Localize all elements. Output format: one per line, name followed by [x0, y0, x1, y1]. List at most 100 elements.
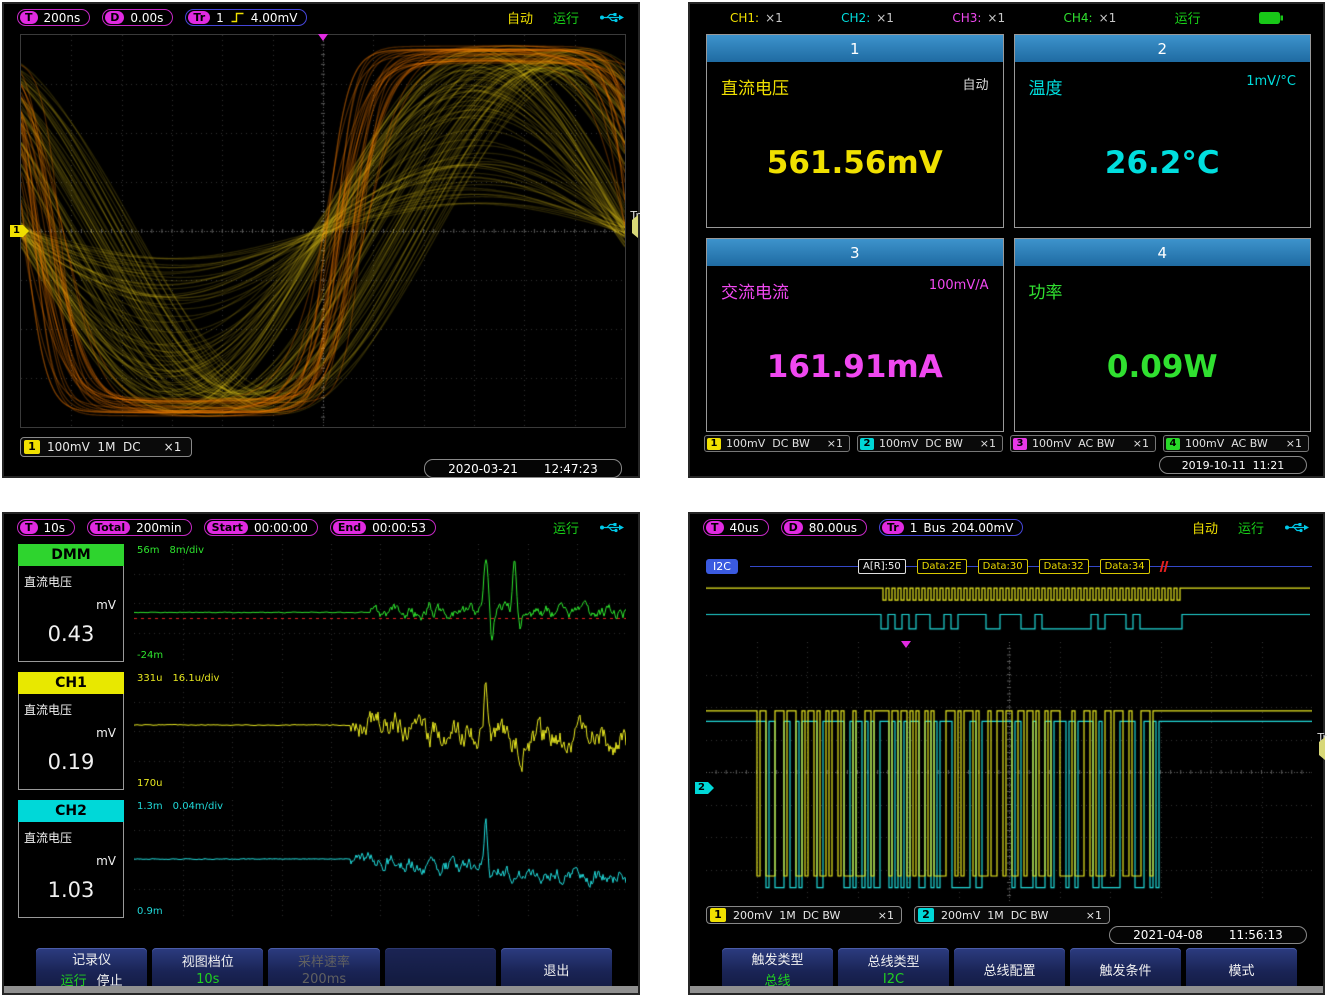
strip-ch1-scale-top: 331u16.1u/div [137, 673, 219, 684]
total-time-pill[interactable]: Total 200min [87, 519, 192, 536]
meter-datetime: 2019-10-11 11:21 [1159, 456, 1307, 474]
delay-value: 80.00us [809, 521, 857, 535]
ch4-number: 4 [1166, 438, 1180, 450]
ch2-probe: ×1 [1086, 909, 1102, 922]
trigger-level-marker[interactable]: Tr [630, 210, 640, 232]
source-ch1-body: 直流电压 mV 0.19 [18, 694, 124, 790]
ch1-badge[interactable]: 1 100mV 1M DC ×1 [20, 437, 192, 457]
ch1-level-marker[interactable]: 1 [10, 225, 29, 237]
bus-protocol-badge: I2C [706, 559, 738, 574]
start-value: 00:00:00 [254, 521, 308, 535]
timebase-badge: T [706, 521, 724, 534]
menu-trigger-condition-button[interactable]: 触发条件 [1070, 948, 1181, 990]
acquire-mode-status: 自动 [507, 8, 533, 27]
trigger-pill[interactable]: Tr 1 Bus 204.00mV [879, 519, 1023, 536]
total-badge: Total [90, 521, 130, 534]
bus-datetime: 2021-04-08 11:56:13 [1109, 926, 1307, 944]
ch1-level-arrow [23, 225, 29, 237]
source-dmm-header: DMM [18, 544, 124, 566]
acquire-mode-status: 自动 [1192, 518, 1218, 537]
delay-badge: D [784, 521, 803, 534]
timebase-pill[interactable]: T 10s [17, 519, 75, 536]
card-2-mode: 1mV/°C [1246, 74, 1296, 89]
start-badge: Start [207, 521, 248, 534]
timebase-pill[interactable]: T 200ns [17, 9, 90, 26]
panel-bus-decode: T 40us D 80.00us Tr 1 Bus 204.00mV 自动 运行… [688, 512, 1325, 995]
bus-display: 2 Tr [706, 642, 1312, 902]
ch2-badge[interactable]: 2 100mV DC BW ×1 [857, 435, 1003, 452]
ch2-level-marker[interactable]: 2 [695, 782, 714, 794]
source-ch1[interactable]: CH1 直流电压 mV 0.19 [18, 672, 124, 790]
battery-icon [1259, 12, 1283, 24]
ch1-number: 1 [710, 908, 726, 922]
ch4-badge[interactable]: 4 100mV AC BW ×1 [1163, 435, 1309, 452]
menu-exit-title: 退出 [543, 960, 569, 979]
meter-channel-row: 1 100mV DC BW ×1 2 100mV DC BW ×1 3 100m… [704, 435, 1309, 452]
card-2-value: 26.2°C [1015, 145, 1311, 181]
screenshot-board: T 200ns D 0.00s Tr 1 4.00mV 自动 运行 [0, 0, 1332, 996]
source-dmm[interactable]: DMM 直流电压 mV 0.43 [18, 544, 124, 662]
panel-multimeter: CH1:×1 CH2:×1 CH3:×1 CH4:×1 运行 1 直流电压 自动… [688, 2, 1325, 478]
ch4-probe-ref: CH4:×1 [1063, 11, 1116, 25]
delay-badge: D [105, 11, 124, 24]
bus-date: 2021-04-08 [1133, 928, 1203, 942]
menu-recorder-button[interactable]: 记录仪 运行停止 [36, 948, 147, 990]
strip-dmm-canvas [134, 544, 626, 662]
ch2-settings: 100mV DC BW [879, 437, 963, 450]
strip-ch2: 1.3m0.04m/div 0.9m [134, 800, 626, 918]
bus-channel-row: 1 200mV 1M DC BW ×1 2 200mV 1M DC BW ×1 [706, 906, 1110, 924]
menu-mode-button[interactable]: 模式 [1186, 948, 1297, 990]
delay-pill[interactable]: D 0.00s [102, 9, 173, 26]
card-2-body: 温度 1mV/°C 26.2°C [1015, 62, 1311, 227]
end-time-pill[interactable]: End 00:00:53 [330, 519, 436, 536]
delay-pill[interactable]: D 80.00us [781, 519, 867, 536]
ch1-badge[interactable]: 1 100mV DC BW ×1 [704, 435, 850, 452]
trigger-type: Bus [923, 521, 945, 535]
decode-frame-data-1: Data:2E [917, 559, 967, 574]
menu-exit-button[interactable]: 退出 [501, 948, 612, 990]
trigger-level-marker[interactable]: Tr [1317, 732, 1327, 754]
menu-sample-rate-button: 采样速率 200ms [268, 948, 379, 990]
ch4-mult: ×1 [1099, 11, 1117, 25]
meter-topbar: CH1:×1 CH2:×1 CH3:×1 CH4:×1 运行 [690, 4, 1323, 31]
menu-trigger-type-button[interactable]: 触发类型 总线 [722, 948, 833, 990]
ch2-badge[interactable]: 2 200mV 1M DC BW ×1 [914, 906, 1110, 924]
source-ch2-header: CH2 [18, 800, 124, 822]
source-ch1-value: 0.19 [19, 750, 123, 774]
decode-frame-address: A[R]:50 [858, 559, 906, 574]
menu-view-scale-button[interactable]: 视图档位 10s [152, 948, 263, 990]
ch2-level-arrow [708, 782, 714, 794]
trigger-level-arrow [632, 215, 638, 238]
menu-bus-config-button[interactable]: 总线配置 [954, 948, 1065, 990]
trigger-position-marker[interactable] [901, 641, 911, 648]
run-status: 运行 [1238, 518, 1264, 537]
bezel-strip [4, 986, 638, 993]
source-ch2[interactable]: CH2 直流电压 mV 1.03 [18, 800, 124, 918]
menu-bus-type-button[interactable]: 总线类型 I2C [838, 948, 949, 990]
trigger-position-marker[interactable] [318, 34, 328, 41]
timebase-badge: T [20, 521, 38, 534]
ch3-badge[interactable]: 3 100mV AC BW ×1 [1010, 435, 1156, 452]
start-time-pill[interactable]: Start 00:00:00 [204, 519, 318, 536]
card-3-value: 161.91mA [707, 349, 1003, 385]
recorder-menu: 记录仪 运行停止 视图档位 10s 采样速率 200ms 退出 [36, 948, 612, 990]
card-4-value: 0.09W [1015, 349, 1311, 385]
ch1-label: CH1: [730, 11, 759, 25]
card-dc-voltage: 1 直流电压 自动 561.56mV [706, 34, 1004, 228]
menu-bus-type-title: 总线类型 [867, 951, 919, 970]
strip-dmm-scale-top: 56m8m/div [137, 545, 204, 556]
ch1-level-label: 1 [10, 225, 23, 237]
panel-recorder: T 10s Total 200min Start 00:00:00 End 00… [2, 512, 640, 995]
trigger-source: 1 [910, 521, 918, 535]
card-temperature: 2 温度 1mV/°C 26.2°C [1014, 34, 1312, 228]
bus-decode-row: I2C A[R]:50 Data:2E Data:30 Data:32 Data… [706, 558, 1312, 576]
scl-digital-trace [706, 582, 1310, 604]
ch1-badge[interactable]: 1 200mV 1M DC BW ×1 [706, 906, 902, 924]
decode-frames: A[R]:50 Data:2E Data:30 Data:32 Data:34 [858, 559, 1167, 574]
delay-value: 0.00s [130, 11, 163, 25]
usb-icon [599, 11, 625, 24]
timebase-pill[interactable]: T 40us [703, 519, 769, 536]
measurement-cards: 1 直流电压 自动 561.56mV 2 温度 1mV/°C 26.2°C 3 … [706, 34, 1311, 432]
source-ch2-type: 直流电压 [24, 829, 72, 846]
trigger-pill[interactable]: Tr 1 4.00mV [185, 9, 307, 26]
